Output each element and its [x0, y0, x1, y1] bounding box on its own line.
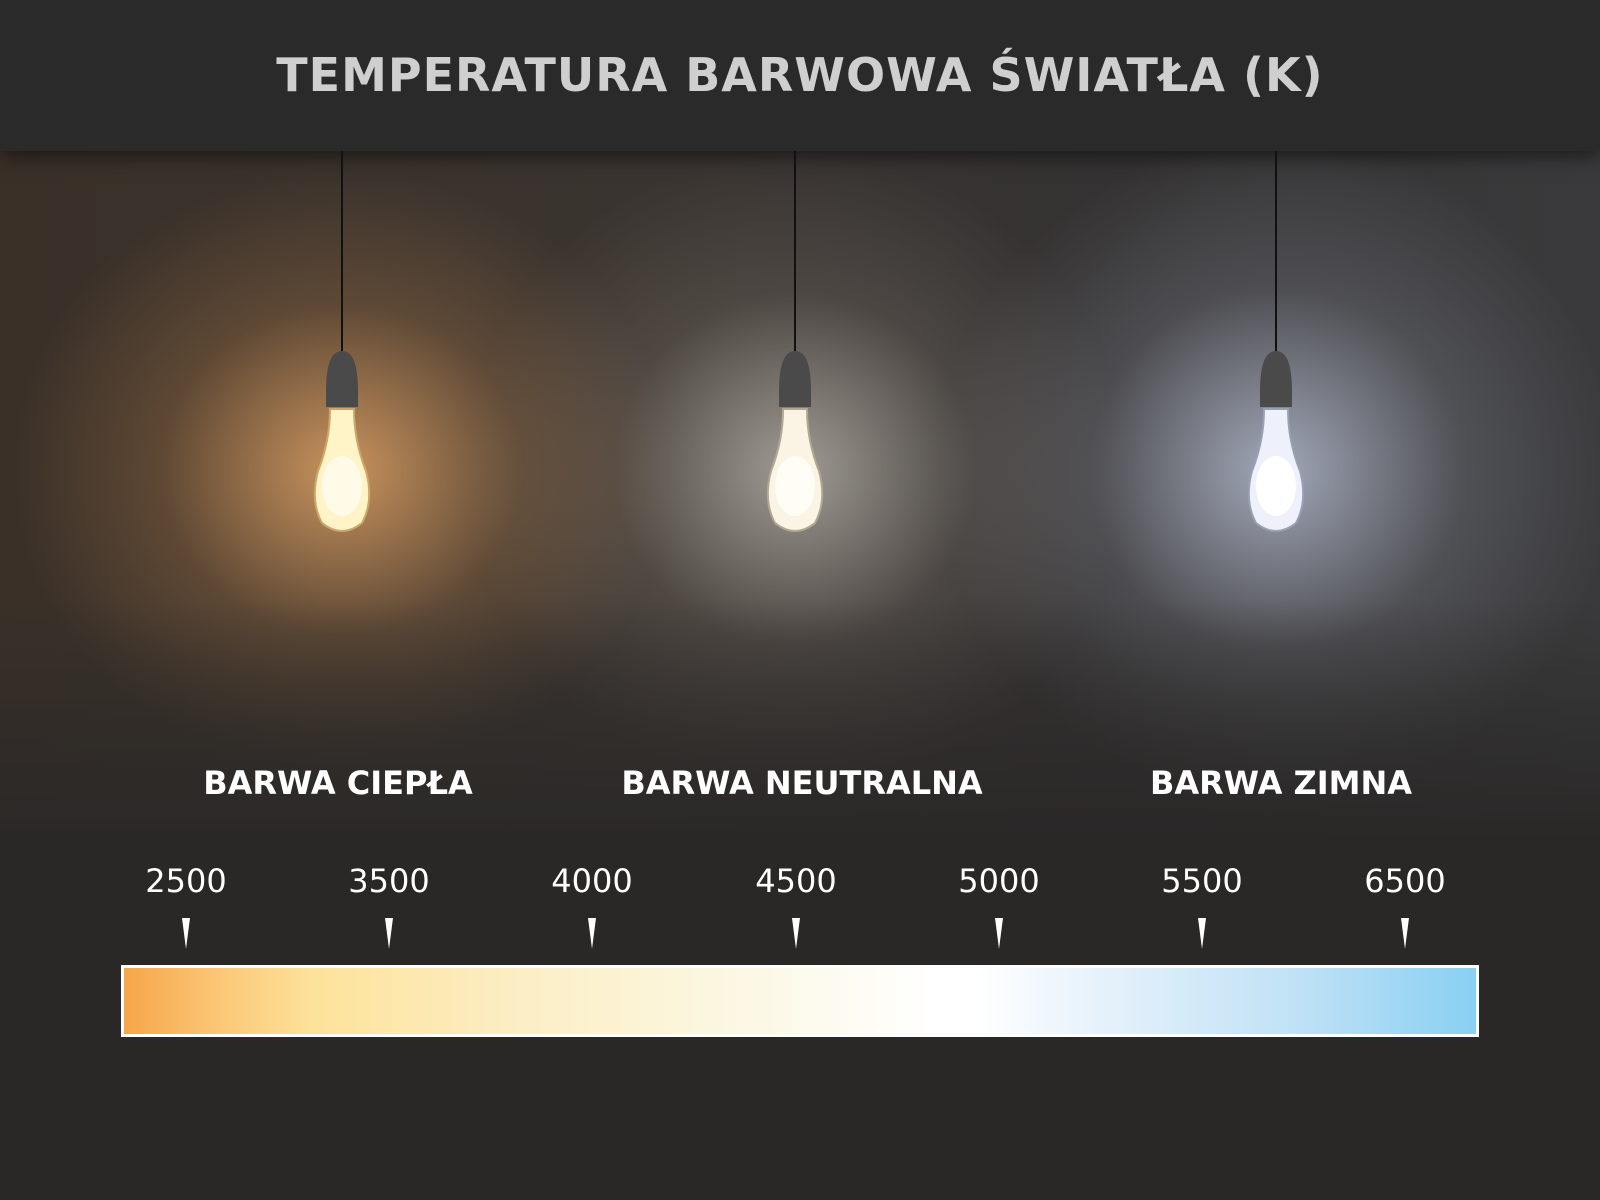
cold-bulb-icon	[1247, 151, 1305, 532]
tick-label: 5500	[1161, 862, 1243, 900]
tick-marker	[792, 918, 800, 949]
tick-marker	[995, 918, 1003, 949]
tick-label: 3500	[348, 862, 430, 900]
tick-label: 4000	[551, 862, 633, 900]
neutral-bulb-icon	[766, 151, 824, 532]
label-warm: BARWA CIEPŁA	[203, 764, 473, 802]
warm-bulb-icon	[313, 151, 371, 532]
color-temperature-gradient-bar	[121, 965, 1479, 1037]
title-bar: TEMPERATURA BARWOWA ŚWIATŁA (K)	[0, 0, 1600, 151]
tick-marker	[1198, 918, 1206, 949]
tick-marker	[588, 918, 596, 949]
tick-marker	[385, 918, 393, 949]
tick-label: 5000	[958, 862, 1040, 900]
page-title: TEMPERATURA BARWOWA ŚWIATŁA (K)	[276, 48, 1324, 102]
tick-label: 4500	[755, 862, 837, 900]
tick-marker	[182, 918, 190, 949]
tick-label: 2500	[145, 862, 227, 900]
label-cold: BARWA ZIMNA	[1149, 764, 1413, 802]
tick-marker	[1401, 918, 1409, 949]
label-neutral: BARWA NEUTRALNA	[621, 764, 983, 802]
tick-label: 6500	[1364, 862, 1446, 900]
